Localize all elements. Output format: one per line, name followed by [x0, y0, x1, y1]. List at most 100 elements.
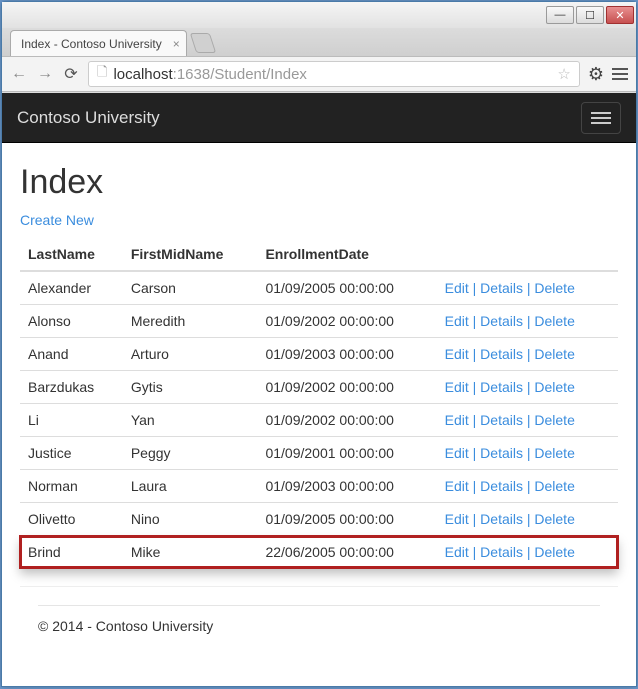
delete-link[interactable]: Delete: [534, 412, 574, 428]
table-row: LiYan01/09/2002 00:00:00Edit | Details |…: [20, 404, 618, 437]
cell-firstname: Nino: [123, 503, 258, 536]
edit-link[interactable]: Edit: [445, 445, 469, 461]
details-link[interactable]: Details: [480, 379, 523, 395]
link-separator: |: [523, 313, 534, 329]
table-row: AnandArturo01/09/2003 00:00:00Edit | Det…: [20, 338, 618, 371]
edit-link[interactable]: Edit: [445, 478, 469, 494]
page-content: Index Create New LastName FirstMidName E…: [2, 143, 636, 658]
cell-enrollment: 01/09/2003 00:00:00: [257, 338, 436, 371]
cell-firstname: Yan: [123, 404, 258, 437]
delete-link[interactable]: Delete: [534, 478, 574, 494]
link-separator: |: [523, 412, 534, 428]
browser-window: — ☐ ✕ Index - Contoso University × ← → ⟳…: [1, 1, 637, 687]
delete-link[interactable]: Delete: [534, 379, 574, 395]
cell-firstname: Meredith: [123, 305, 258, 338]
delete-link[interactable]: Delete: [534, 313, 574, 329]
cell-actions: Edit | Details | Delete: [437, 338, 618, 371]
window-close-button[interactable]: ✕: [606, 6, 634, 24]
cell-firstname: Arturo: [123, 338, 258, 371]
edit-link[interactable]: Edit: [445, 280, 469, 296]
link-separator: |: [523, 445, 534, 461]
link-separator: |: [523, 478, 534, 494]
details-link[interactable]: Details: [480, 313, 523, 329]
navbar-brand[interactable]: Contoso University: [17, 108, 160, 128]
nav-back-icon[interactable]: ←: [10, 65, 28, 83]
delete-link[interactable]: Delete: [534, 445, 574, 461]
delete-link[interactable]: Delete: [534, 280, 574, 296]
table-header-row: LastName FirstMidName EnrollmentDate: [20, 238, 618, 271]
table-row: AlexanderCarson01/09/2005 00:00:00Edit |…: [20, 271, 618, 305]
browser-menu-icon[interactable]: [612, 68, 628, 80]
delete-link[interactable]: Delete: [534, 511, 574, 527]
details-link[interactable]: Details: [480, 478, 523, 494]
table-row: BrindMike22/06/2005 00:00:00Edit | Detai…: [20, 536, 618, 569]
cell-enrollment: 01/09/2002 00:00:00: [257, 305, 436, 338]
browser-toolbar: ← → ⟳ 🗋 localhost:1638/Student/Index ☆ ⚙: [2, 56, 636, 92]
settings-gear-icon[interactable]: ⚙: [588, 64, 604, 85]
link-separator: |: [469, 379, 480, 395]
cell-enrollment: 22/06/2005 00:00:00: [257, 536, 436, 569]
browser-tab-title: Index - Contoso University: [21, 37, 162, 51]
table-row: BarzdukasGytis01/09/2002 00:00:00Edit | …: [20, 371, 618, 404]
link-separator: |: [469, 280, 480, 296]
new-tab-button[interactable]: [189, 33, 215, 53]
page-footer: © 2014 - Contoso University: [20, 586, 618, 634]
details-link[interactable]: Details: [480, 346, 523, 362]
cell-enrollment: 01/09/2005 00:00:00: [257, 503, 436, 536]
nav-reload-icon[interactable]: ⟳: [62, 64, 80, 84]
link-separator: |: [523, 280, 534, 296]
cell-lastname: Alexander: [20, 271, 123, 305]
edit-link[interactable]: Edit: [445, 313, 469, 329]
bookmark-star-icon[interactable]: ☆: [557, 65, 570, 83]
tab-close-icon[interactable]: ×: [173, 37, 180, 51]
cell-enrollment: 01/09/2001 00:00:00: [257, 437, 436, 470]
link-separator: |: [469, 346, 480, 362]
edit-link[interactable]: Edit: [445, 511, 469, 527]
col-enrollment: EnrollmentDate: [257, 238, 436, 271]
window-minimize-button[interactable]: —: [546, 6, 574, 24]
cell-enrollment: 01/09/2003 00:00:00: [257, 470, 436, 503]
edit-link[interactable]: Edit: [445, 379, 469, 395]
browser-tab[interactable]: Index - Contoso University ×: [10, 30, 187, 56]
cell-actions: Edit | Details | Delete: [437, 536, 618, 569]
cell-lastname: Olivetto: [20, 503, 123, 536]
details-link[interactable]: Details: [480, 511, 523, 527]
edit-link[interactable]: Edit: [445, 412, 469, 428]
url-path: :1638/Student/Index: [173, 66, 307, 83]
cell-firstname: Gytis: [123, 371, 258, 404]
delete-link[interactable]: Delete: [534, 346, 574, 362]
address-bar[interactable]: 🗋 localhost:1638/Student/Index ☆: [88, 61, 580, 87]
cell-lastname: Barzdukas: [20, 371, 123, 404]
cell-enrollment: 01/09/2005 00:00:00: [257, 271, 436, 305]
edit-link[interactable]: Edit: [445, 544, 469, 560]
table-row: JusticePeggy01/09/2001 00:00:00Edit | De…: [20, 437, 618, 470]
cell-firstname: Peggy: [123, 437, 258, 470]
link-separator: |: [469, 412, 480, 428]
navbar-toggle-button[interactable]: [581, 102, 621, 134]
students-table: LastName FirstMidName EnrollmentDate Ale…: [20, 238, 618, 568]
details-link[interactable]: Details: [480, 412, 523, 428]
cell-enrollment: 01/09/2002 00:00:00: [257, 371, 436, 404]
cell-firstname: Laura: [123, 470, 258, 503]
footer-text: © 2014 - Contoso University: [38, 618, 213, 634]
cell-actions: Edit | Details | Delete: [437, 437, 618, 470]
window-maximize-button[interactable]: ☐: [576, 6, 604, 24]
details-link[interactable]: Details: [480, 445, 523, 461]
cell-actions: Edit | Details | Delete: [437, 271, 618, 305]
edit-link[interactable]: Edit: [445, 346, 469, 362]
details-link[interactable]: Details: [480, 280, 523, 296]
details-link[interactable]: Details: [480, 544, 523, 560]
delete-link[interactable]: Delete: [534, 544, 574, 560]
link-separator: |: [523, 511, 534, 527]
link-separator: |: [469, 511, 480, 527]
table-row: AlonsoMeredith01/09/2002 00:00:00Edit | …: [20, 305, 618, 338]
create-new-link[interactable]: Create New: [20, 212, 94, 228]
col-actions: [437, 238, 618, 271]
nav-forward-icon[interactable]: →: [36, 65, 54, 83]
browser-tabbar: Index - Contoso University ×: [2, 28, 636, 56]
table-row: NormanLaura01/09/2003 00:00:00Edit | Det…: [20, 470, 618, 503]
cell-lastname: Alonso: [20, 305, 123, 338]
link-separator: |: [469, 445, 480, 461]
cell-actions: Edit | Details | Delete: [437, 470, 618, 503]
table-row: OlivettoNino01/09/2005 00:00:00 Edit | De…: [20, 503, 618, 536]
